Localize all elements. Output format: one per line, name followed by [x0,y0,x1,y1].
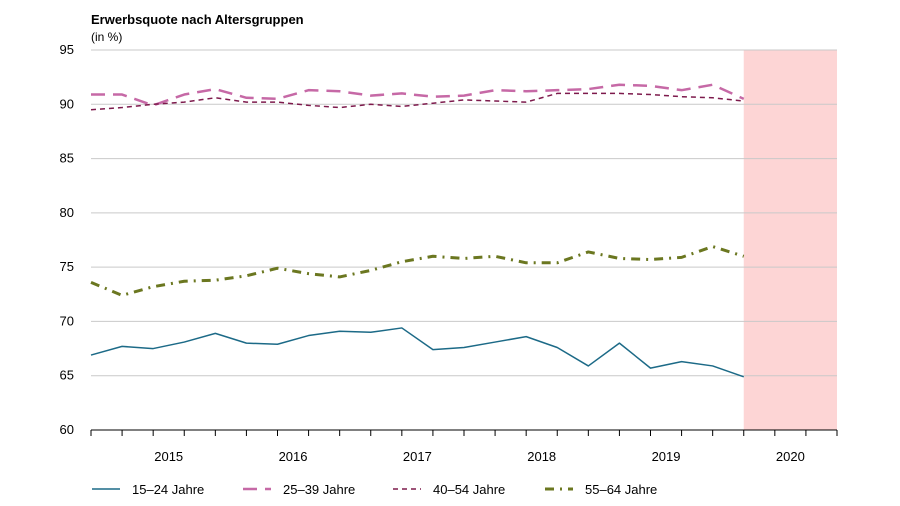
legend-label-3: 40–54 Jahre [433,482,505,497]
y-tick-label-70: 70 [60,313,74,328]
x-year-label-2018: 2018 [527,449,556,464]
gridlines [91,49,837,377]
highlight-region-2020 [743,50,837,430]
y-tick-label-60: 60 [60,422,74,437]
legend-label-4: 55–64 Jahre [585,482,657,497]
series-line-2 [91,83,745,107]
y-tick-label-85: 85 [60,151,74,166]
x-year-label-2017: 2017 [403,449,432,464]
y-axis: 60 65 70 75 80 85 90 95 [60,42,74,437]
x-year-label-2015: 2015 [154,449,183,464]
series-layer [90,83,745,378]
x-year-label-2019: 2019 [652,449,681,464]
series-line-3 [90,92,744,111]
y-tick-label-80: 80 [60,205,74,220]
chart-title: Erwerbsquote nach Altersgruppen [91,12,304,27]
x-year-label-2020: 2020 [776,449,805,464]
legend-label-1: 15–24 Jahre [132,482,204,497]
y-tick-label-65: 65 [60,368,74,383]
y-tick-label-95: 95 [60,42,74,57]
legend: 15–24 Jahre 25–39 Jahre 40–54 Jahre 55–64 J… [92,482,657,497]
legend-label-2: 25–39 Jahre [283,482,355,497]
series-line-4 [90,245,745,297]
y-tick-label-90: 90 [60,96,74,111]
y-tick-label-75: 75 [60,259,74,274]
y-axis-unit-label: (in %) [91,30,122,44]
series-line-1 [90,327,744,378]
x-year-label-2016: 2016 [279,449,308,464]
x-axis: 2015 2016 2017 2018 2019 2020 [90,429,838,464]
